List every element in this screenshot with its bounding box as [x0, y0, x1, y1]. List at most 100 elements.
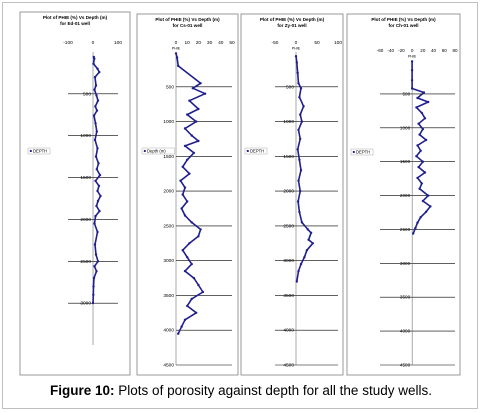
y-tick-label: 4500 — [283, 363, 294, 369]
y-tick-label: 2500 — [80, 259, 91, 265]
data-point — [421, 127, 425, 131]
data-point — [93, 88, 96, 91]
x-tick-label: 60 — [442, 48, 448, 53]
data-point — [299, 169, 303, 172]
data-point — [429, 205, 432, 208]
y-tick-label: 4000 — [163, 328, 174, 334]
y-tick-label: 2000 — [80, 217, 91, 223]
legend-marker — [352, 150, 355, 154]
data-point — [415, 106, 418, 109]
data-point — [414, 226, 417, 230]
data-point — [92, 62, 95, 65]
data-point — [92, 285, 95, 288]
data-point — [96, 230, 99, 234]
data-point — [177, 332, 180, 335]
y-tick-label: 2000 — [163, 189, 174, 195]
legend-marker — [246, 149, 249, 153]
y-tick-label: 4500 — [400, 363, 411, 368]
data-point — [94, 122, 97, 125]
y-tick-label: 500 — [286, 84, 294, 90]
data-point — [306, 228, 309, 231]
chart-panel-4: Plot of PHIE (%) Vs Depth (m)for Ch-01 w… — [346, 13, 461, 376]
x-tick-label: 40 — [218, 40, 224, 46]
data-point — [297, 82, 300, 85]
series-line — [92, 56, 102, 304]
data-point — [296, 148, 299, 151]
data-point — [95, 130, 99, 133]
data-point — [295, 280, 298, 283]
x-tick-label: -20 — [398, 48, 405, 53]
data-point — [297, 128, 300, 132]
data-point — [421, 199, 425, 203]
data-point — [96, 199, 100, 203]
data-point — [419, 216, 422, 219]
x-tick-label: -50 — [272, 40, 279, 46]
y-tick-label: 2500 — [283, 223, 294, 229]
data-point — [92, 276, 96, 280]
data-point — [98, 209, 101, 213]
x-tick-label: 100 — [114, 40, 122, 46]
data-point — [298, 210, 301, 214]
data-point — [417, 122, 420, 125]
x-tick-label: 0 — [92, 40, 95, 46]
data-point — [96, 189, 99, 193]
data-point — [199, 82, 202, 85]
data-point — [96, 99, 100, 102]
data-point — [300, 120, 304, 123]
legend-label: DEPTH — [250, 149, 264, 154]
data-point — [93, 75, 97, 79]
caption-label: Figure 10: — [50, 383, 115, 398]
data-point — [95, 204, 98, 208]
data-point — [309, 231, 313, 234]
data-point — [97, 162, 100, 165]
data-point — [183, 127, 187, 130]
data-point — [186, 304, 189, 308]
data-point — [183, 186, 187, 189]
data-point — [97, 184, 101, 188]
data-point — [298, 158, 301, 161]
y-tick-label: 500 — [166, 84, 174, 90]
data-point — [180, 325, 183, 328]
legend: DEPTH — [350, 148, 374, 156]
x-tick-label: 10 — [185, 40, 191, 46]
y-tick-label: 1500 — [163, 154, 174, 160]
data-point — [410, 79, 414, 82]
data-point — [190, 297, 193, 301]
data-point — [296, 71, 299, 75]
y-tick-label: 4500 — [163, 363, 174, 369]
data-point — [95, 94, 98, 97]
data-point — [96, 67, 99, 70]
y-tick-label: 3000 — [80, 301, 91, 307]
data-point — [199, 228, 202, 231]
data-point — [190, 262, 193, 266]
data-point — [298, 96, 301, 99]
x-tick-label: 50 — [229, 40, 235, 46]
chart-subtitle: for Ed-01 well — [60, 21, 90, 26]
y-tick-label: 1000 — [80, 133, 91, 139]
data-point — [311, 242, 314, 245]
data-point — [415, 155, 418, 158]
data-point — [186, 256, 189, 259]
data-point — [410, 87, 414, 90]
x-tick-label: 40 — [431, 48, 437, 53]
data-point — [424, 210, 428, 213]
data-point — [96, 260, 100, 263]
data-point — [419, 149, 422, 152]
legend-box — [141, 147, 175, 155]
data-point — [94, 253, 98, 256]
y-tick-label: 2500 — [163, 223, 174, 229]
data-point — [195, 311, 198, 314]
data-point — [295, 61, 298, 64]
data-point — [418, 187, 421, 190]
data-point — [96, 147, 99, 150]
data-point — [427, 100, 430, 104]
data-point — [416, 221, 419, 224]
data-point — [93, 265, 96, 268]
chart-subtitle: for Ch-01 well — [388, 23, 418, 28]
data-point — [203, 92, 207, 95]
data-point — [424, 138, 428, 142]
data-point — [191, 87, 194, 90]
y-tick-label: 3500 — [163, 293, 174, 299]
chart-title: Plot of PHIE (%) Vs Depth (m) — [260, 17, 325, 22]
caption-text: Plots of porosity against depth for all … — [114, 383, 432, 398]
